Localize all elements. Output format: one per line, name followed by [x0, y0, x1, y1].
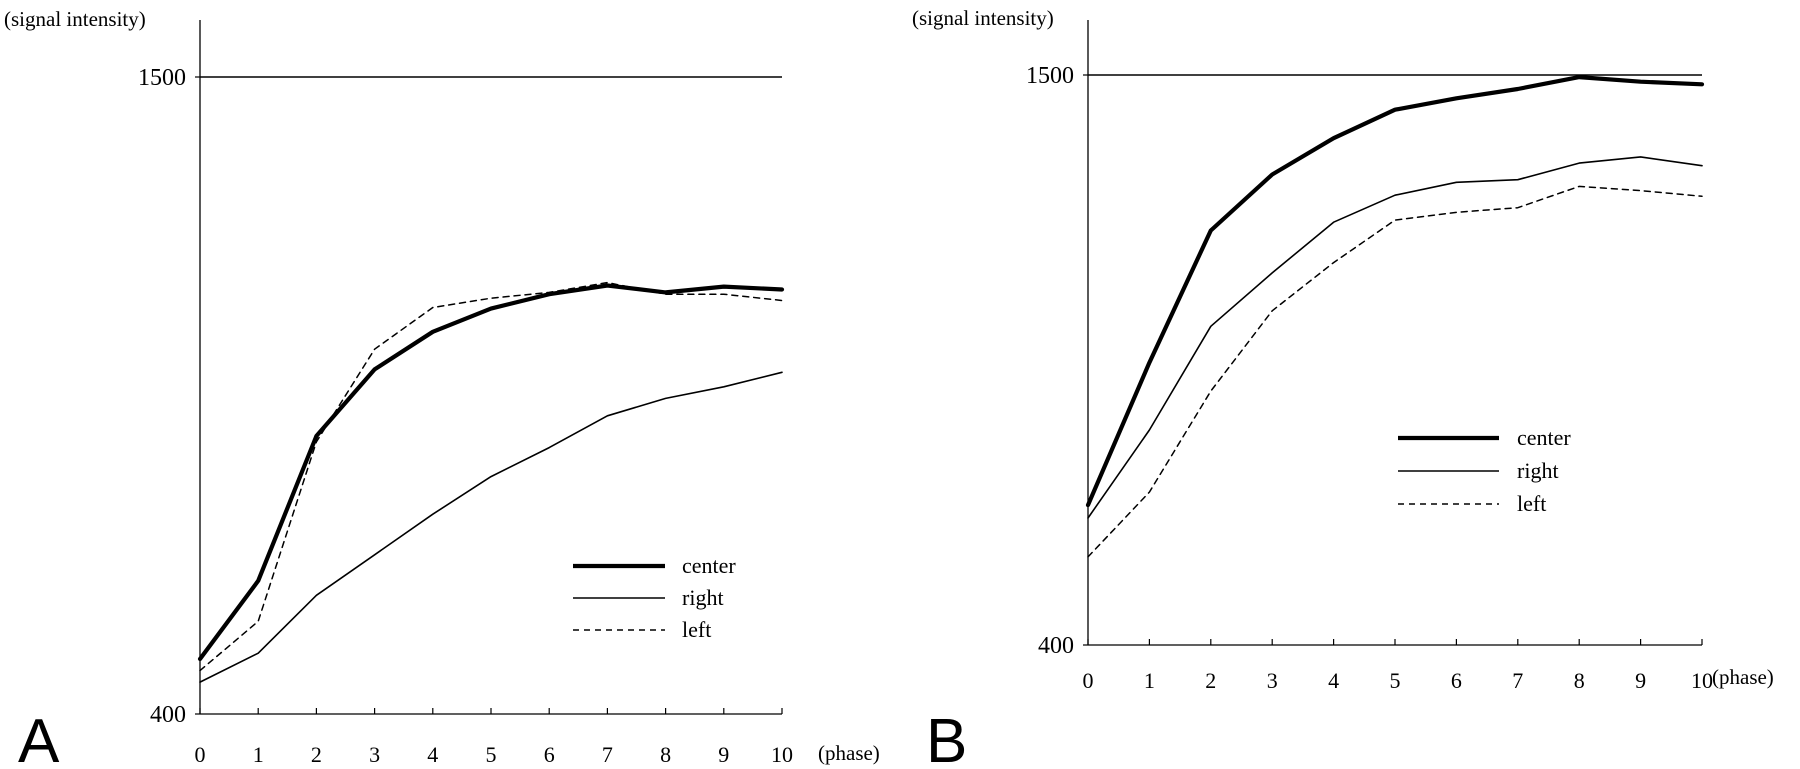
x-tick-label: 8: [1574, 668, 1585, 693]
series-line-center: [197, 283, 785, 662]
y-tick-label: 1500: [1026, 63, 1074, 89]
x-tick-label: 0: [195, 742, 206, 767]
panel-label: B: [926, 707, 967, 769]
series-line-right: [199, 371, 783, 683]
panel-a: 0 1 2 3 4 5 6 7 8 9 10 400 1500 (signal intensity) (ph…: [4, 7, 880, 769]
y-axis-label: (signal intensity): [912, 6, 1054, 30]
series-line-right: [1087, 156, 1703, 519]
legend-label-left: left: [1517, 491, 1546, 516]
series-line-left: [199, 281, 783, 672]
x-tick-label: 1: [1144, 668, 1155, 693]
y-tick-label: 400: [1038, 633, 1074, 659]
legend-label-center: center: [682, 553, 736, 578]
panel-label: A: [18, 707, 60, 769]
x-tick-label: 1: [253, 742, 264, 767]
legend-label-left: left: [682, 617, 711, 642]
legend: center right left: [573, 553, 736, 642]
panel-b: 0 1 2 3 4 5 6 7 8 9 10 400 1500 (signal intensity) (ph…: [912, 6, 1774, 769]
y-tick-label: 400: [150, 702, 186, 728]
x-tick-label: 7: [1512, 668, 1523, 693]
x-tick-label: 7: [602, 742, 613, 767]
x-tick-label: 8: [660, 742, 671, 767]
y-tick-label: 1500: [138, 65, 186, 91]
x-axis-label: (phase): [1712, 665, 1774, 689]
legend-label-right: right: [682, 585, 724, 610]
series-line-center: [1085, 74, 1705, 508]
x-tick-label: 4: [427, 742, 438, 767]
legend: center right left: [1398, 425, 1571, 516]
x-tick-label: 3: [369, 742, 380, 767]
x-tick-label: 9: [718, 742, 729, 767]
y-axis-label: (signal intensity): [4, 7, 146, 31]
legend-label-right: right: [1517, 458, 1559, 483]
x-tick-label: 0: [1083, 668, 1094, 693]
x-tick-label: 10: [1691, 668, 1713, 693]
x-tick-label: 5: [1390, 668, 1401, 693]
x-tick-label: 2: [1205, 668, 1216, 693]
x-tick-label: 6: [1451, 668, 1462, 693]
x-tick-label: 2: [311, 742, 322, 767]
x-tick-label: 4: [1328, 668, 1339, 693]
x-tick-label: 5: [486, 742, 497, 767]
x-axis-label: (phase): [818, 741, 880, 765]
x-tick-label: 6: [544, 742, 555, 767]
x-tick-label: 9: [1635, 668, 1646, 693]
series-line-left: [1087, 185, 1703, 558]
x-tick-label: 10: [771, 742, 793, 767]
x-tick-label: 3: [1267, 668, 1278, 693]
legend-label-center: center: [1517, 425, 1571, 450]
